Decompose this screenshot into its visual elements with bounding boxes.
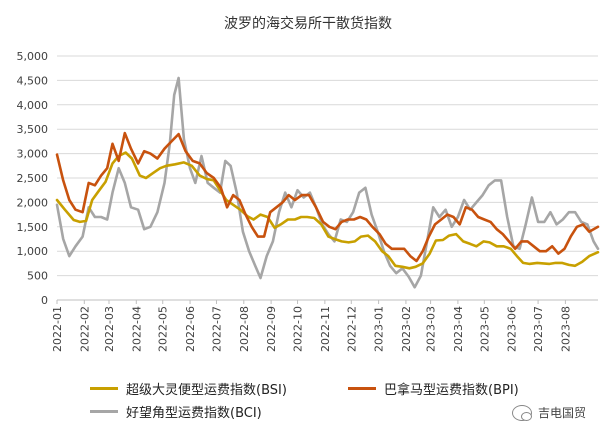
y-tick-label: 4,500 <box>17 74 49 87</box>
y-tick-label: 3,500 <box>17 123 49 136</box>
x-tick-label: 2022-01 <box>51 306 64 352</box>
x-tick-label: 2022-04 <box>130 306 143 352</box>
x-tick-label: 2022-10 <box>292 306 305 352</box>
x-tick-label: 2022-07 <box>210 306 223 352</box>
x-tick-label: 2022-11 <box>319 306 332 352</box>
y-tick-label: 2,500 <box>17 172 49 185</box>
gridlines <box>57 55 598 277</box>
x-tick-label: 2022-02 <box>78 306 91 352</box>
x-tick-label: 2023-03 <box>425 306 438 352</box>
x-axis: 2022-01 2022-02 2022-03 2022-04 2022-05 2022-… <box>51 299 598 352</box>
y-tick-label: 3,000 <box>17 148 49 161</box>
wechat-icon <box>512 404 532 421</box>
legend-swatch-bci <box>90 410 118 413</box>
x-tick-label: 2023-02 <box>400 306 413 352</box>
series-line-bpi <box>55 131 600 263</box>
series-line-bsi <box>55 151 600 270</box>
legend-label-bci: 好望角型运费指数(BCI) <box>126 406 262 421</box>
x-tick-label: 2023-01 <box>373 306 386 352</box>
legend-swatch-bsi <box>90 387 118 390</box>
x-tick-label: 2022-06 <box>184 306 197 352</box>
y-axis: 0 500 1,000 1,500 2,000 2,500 3,000 3,500 4,000 4… <box>17 50 49 307</box>
legend-item-bpi: 巴拿马型运费指数(BPI) <box>348 379 519 398</box>
y-tick-label: 500 <box>27 270 48 283</box>
x-tick-label: 2022-08 <box>238 306 251 352</box>
y-tick-label: 2,000 <box>17 196 49 209</box>
x-tick-label: 2022-12 <box>345 306 358 352</box>
x-tick-label: 2022-09 <box>265 306 278 352</box>
x-tick-label: 2022-05 <box>157 306 170 352</box>
x-tick-label: 2023-05 <box>478 306 491 352</box>
x-tick-label: 2022-03 <box>103 306 116 352</box>
y-tick-label: 1,000 <box>17 245 49 258</box>
chart-title: 波罗的海交易所干散货指数 <box>224 15 392 32</box>
y-tick-label: 5,000 <box>17 50 49 63</box>
y-tick-label: 1,500 <box>17 221 49 234</box>
legend-label-bsi: 超级大灵便型运费指数(BSI) <box>126 383 287 398</box>
y-tick-label: 4,000 <box>17 99 49 112</box>
legend: 超级大灵便型运费指数(BSI) 巴拿马型运费指数(BPI) 好望角型运费指数(B… <box>80 375 600 435</box>
watermark: 吉电国贸 <box>512 404 586 421</box>
x-tick-label: 2023-06 <box>506 306 519 352</box>
x-tick-label: 2023-07 <box>532 306 545 352</box>
watermark-text: 吉电国贸 <box>538 406 587 420</box>
y-tick-label: 0 <box>41 294 48 307</box>
legend-swatch-bpi <box>348 387 376 390</box>
x-tick-label: 2023-08 <box>559 306 572 352</box>
series-lines <box>55 76 600 289</box>
legend-item-bci: 好望角型运费指数(BCI) <box>90 402 262 421</box>
x-tick-label: 2023-04 <box>452 306 465 352</box>
legend-item-bsi: 超级大灵便型运费指数(BSI) <box>90 379 287 398</box>
legend-label-bpi: 巴拿马型运费指数(BPI) <box>384 383 519 398</box>
